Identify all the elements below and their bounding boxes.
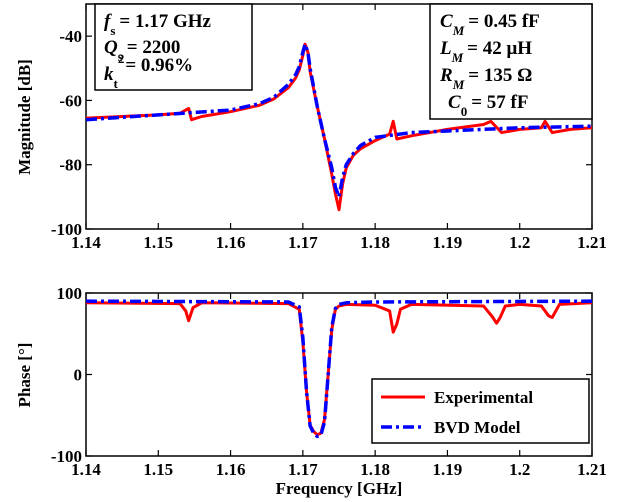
x-axis-label: Frequency [GHz] xyxy=(276,479,403,498)
legend-label-bvd-model: BVD Model xyxy=(434,418,521,437)
phase-x-tick-label: 1.18 xyxy=(360,460,390,479)
magnitude-y-tick-label: -80 xyxy=(59,156,82,175)
qs-annotation: Qs = 2200 xyxy=(104,37,180,64)
phase-x-ticks: 1.14 1.15 1.16 1.17 1.18 1.19 1.2 1.21 xyxy=(71,293,607,479)
magnitude-series-experimental xyxy=(86,42,592,212)
bvd-params-box: CM = 0.45 fF LM = 42 μH RM = 135 Ω C0 = 57 f… xyxy=(429,3,593,120)
phase-panel: 1.14 1.15 1.16 1.17 1.18 1.19 1.2 1.21 -100 0 100… xyxy=(15,284,607,498)
magnitude-x-tick-label: 1.16 xyxy=(216,233,246,252)
magnitude-x-tick-label: 1.19 xyxy=(433,233,463,252)
magnitude-y-ticks: -100 -80 -60 -40 xyxy=(51,27,592,239)
magnitude-x-tick-label: 1.14 xyxy=(71,233,101,252)
phase-x-tick-label: 1.19 xyxy=(433,460,463,479)
phase-x-tick-label: 1.16 xyxy=(216,460,246,479)
resonance-params-frame xyxy=(94,3,253,91)
magnitude-series xyxy=(86,42,592,212)
legend-frame xyxy=(371,378,590,444)
phase-y-tick-label: 0 xyxy=(74,366,83,385)
fs-annotation: fs = 1.17 GHz xyxy=(104,11,212,38)
phase-y-ticks: -100 0 100 xyxy=(51,284,592,466)
magnitude-y-tick-label: -60 xyxy=(59,91,82,110)
phase-x-tick-label: 1.21 xyxy=(577,460,607,479)
phase-series-bvd-model xyxy=(86,299,592,439)
magnitude-series-bvd-model xyxy=(86,42,592,199)
bvd-params-frame xyxy=(429,3,593,120)
phase-y-axis-label: Phase [°] xyxy=(15,343,34,408)
phase-y-tick-label: 100 xyxy=(57,284,83,303)
magnitude-x-tick-label: 1.21 xyxy=(577,233,607,252)
magnitude-y-tick-label: -40 xyxy=(59,27,82,46)
kt2-annotation: kt2= 0.96% xyxy=(104,51,193,91)
magnitude-panel: 1.14 1.15 1.16 1.17 1.18 1.19 1.2 1.21 -100-80-… xyxy=(15,3,607,252)
legend-label-experimental: Experimental xyxy=(434,388,533,407)
phase-x-tick-label: 1.17 xyxy=(288,460,318,479)
phase-y-tick-label: -100 xyxy=(51,447,82,466)
phase-x-tick-label: 1.14 xyxy=(71,460,101,479)
lm-annotation: LM = 42 μH xyxy=(439,38,532,65)
rm-annotation: RM = 135 Ω xyxy=(439,65,532,92)
magnitude-x-tick-label: 1.2 xyxy=(509,233,530,252)
phase-x-tick-label: 1.2 xyxy=(509,460,530,479)
magnitude-y-axis-label: Magnitude [dB] xyxy=(15,59,34,175)
phase-x-tick-label: 1.15 xyxy=(143,460,173,479)
resonance-params-box: fs = 1.17 GHz Qs = 2200 kt2= 0.96% xyxy=(94,3,253,91)
magnitude-x-tick-label: 1.15 xyxy=(143,233,173,252)
magnitude-x-tick-label: 1.18 xyxy=(360,233,390,252)
magnitude-y-tick-label: -100 xyxy=(51,220,82,239)
cm-annotation: CM = 0.45 fF xyxy=(440,11,540,38)
legend: Experimental BVD Model xyxy=(371,378,590,444)
magnitude-x-ticks: 1.14 1.15 1.16 1.17 1.18 1.19 1.2 1.21 xyxy=(71,4,607,252)
phase-series xyxy=(86,299,592,439)
magnitude-x-tick-label: 1.17 xyxy=(288,233,318,252)
c0-annotation: C0 = 57 fF xyxy=(448,92,528,119)
